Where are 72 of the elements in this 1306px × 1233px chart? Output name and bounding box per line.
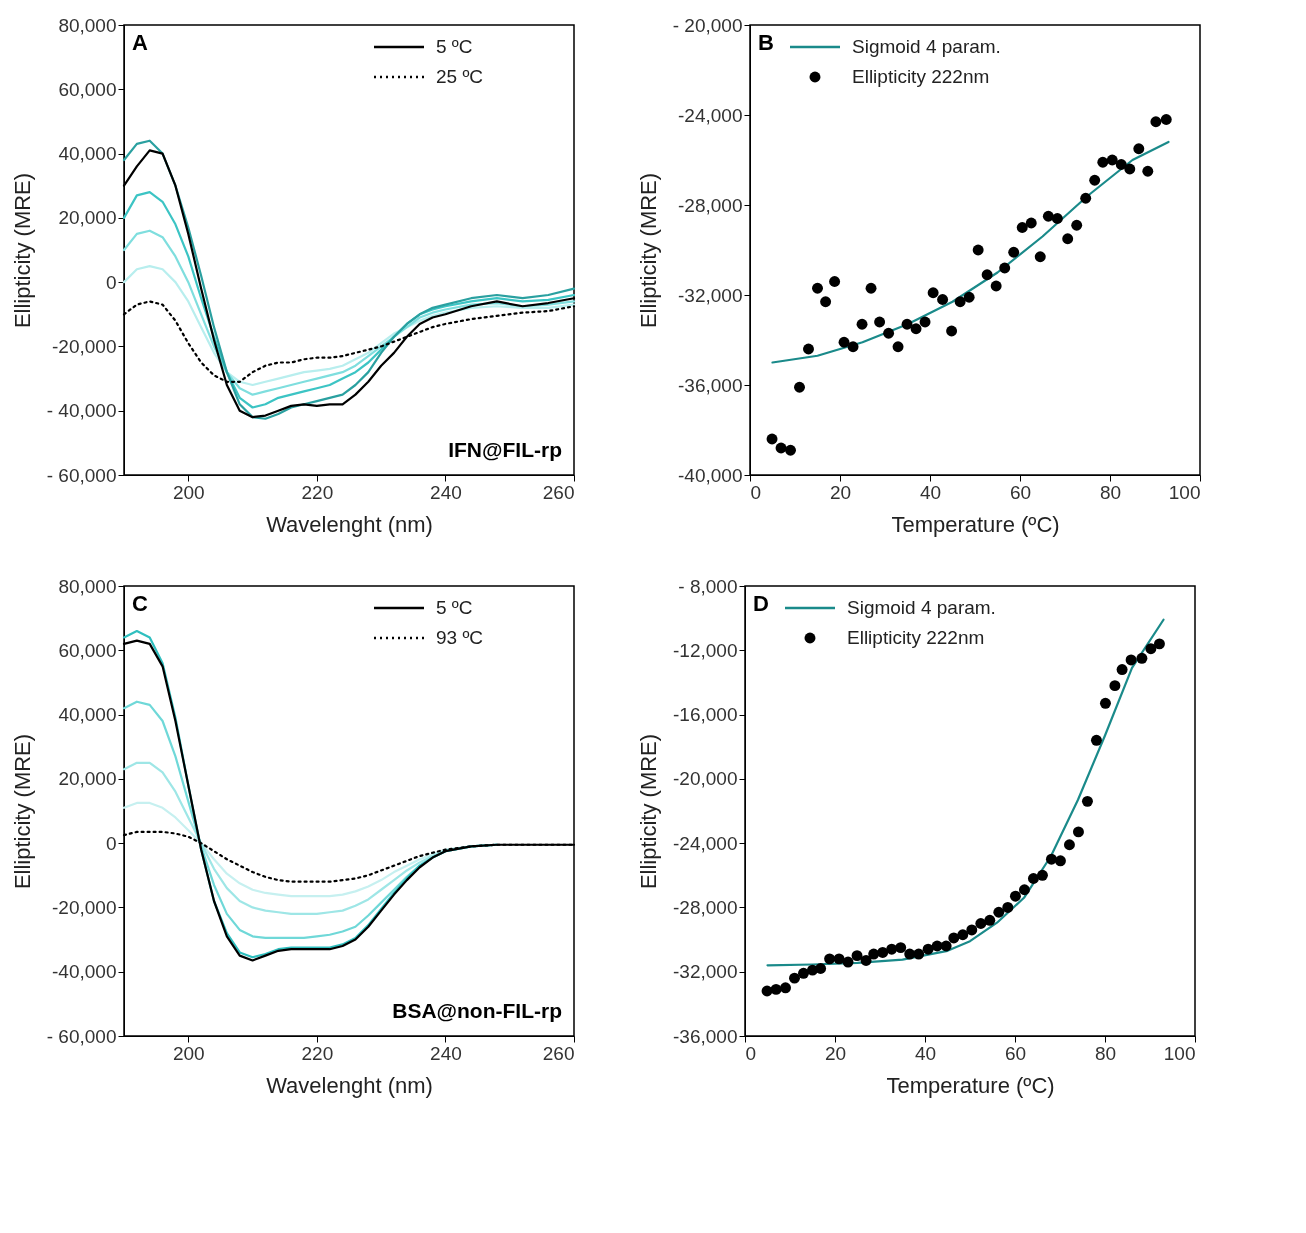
y-tick-label: - 60,000 — [46, 1025, 117, 1047]
y-tick-label: 40,000 — [58, 704, 117, 726]
y-tick-label: -20,000 — [52, 335, 117, 357]
annotation: IFN@FIL-rp — [448, 438, 562, 461]
y-axis-title: Ellipticity (MRE) — [9, 172, 35, 329]
legend-label: Ellipticity 222nm — [847, 627, 985, 648]
y-axis-title: Ellipticity (MRE) — [635, 172, 661, 329]
y-tick-label: - 8,000 — [678, 575, 738, 597]
annotation: A — [132, 30, 148, 55]
y-tick-label: - 20,000 — [672, 14, 743, 36]
legend-label: 25 ºC — [436, 66, 484, 87]
y-tick-label: - 40,000 — [46, 400, 117, 422]
x-tick-label: 80 — [1099, 481, 1122, 503]
x-tick-label: 80 — [1094, 1042, 1117, 1064]
legend-label: 5 ºC — [436, 597, 473, 618]
y-tick-label: 40,000 — [58, 143, 117, 165]
annotation: D — [753, 591, 769, 616]
y-tick-label: 20,000 — [58, 207, 117, 229]
annotation: B — [758, 30, 774, 55]
legend-label: Sigmoid 4 param. — [852, 36, 1001, 57]
x-tick-label: 220 — [301, 481, 334, 503]
x-tick-label: 220 — [301, 1042, 334, 1064]
y-tick-label: -36,000 — [673, 1025, 738, 1047]
y-tick-label: 80,000 — [58, 575, 117, 597]
legend-label: 93 ºC — [436, 627, 484, 648]
y-tick-label: 80,000 — [58, 14, 117, 36]
x-tick-label: 200 — [172, 481, 205, 503]
y-tick-label: 60,000 — [58, 639, 117, 661]
y-tick-label: -24,000 — [673, 832, 738, 854]
y-tick-label: -24,000 — [678, 104, 743, 126]
y-tick-label: -36,000 — [678, 374, 743, 396]
legend-label: Sigmoid 4 param. — [847, 597, 996, 618]
y-tick-label: 60,000 — [58, 78, 117, 100]
y-tick-label: 20,000 — [58, 768, 117, 790]
x-tick-label: 0 — [745, 1042, 757, 1064]
legend-label: Ellipticity 222nm — [852, 66, 990, 87]
y-tick-label: - 60,000 — [46, 464, 117, 486]
y-axis-title: Ellipticity (MRE) — [9, 733, 35, 890]
x-tick-label: 40 — [914, 1042, 937, 1064]
y-tick-label: -40,000 — [52, 961, 117, 983]
y-tick-label: 0 — [105, 832, 117, 854]
x-axis-title: Wavelenght (nm) — [266, 511, 433, 537]
y-tick-label: -32,000 — [678, 284, 743, 306]
x-tick-label: 60 — [1004, 1042, 1027, 1064]
y-axis-title: Ellipticity (MRE) — [636, 733, 662, 890]
x-tick-label: 60 — [1009, 481, 1032, 503]
x-tick-label: 20 — [829, 481, 852, 503]
x-tick-label: 20 — [824, 1042, 847, 1064]
x-tick-label: 260 — [542, 1042, 575, 1064]
x-axis-title: Temperature (ºC) — [891, 511, 1060, 537]
y-tick-label: -16,000 — [673, 704, 738, 726]
x-axis-title: Wavelenght (nm) — [266, 1072, 433, 1098]
x-tick-label: 260 — [542, 481, 575, 503]
y-tick-label: -28,000 — [673, 896, 738, 918]
legend-label: 5 ºC — [436, 36, 473, 57]
annotation: BSA@non-FIL-rp — [392, 999, 562, 1022]
x-tick-label: 200 — [172, 1042, 205, 1064]
x-tick-label: 240 — [430, 481, 462, 503]
y-tick-label: -40,000 — [678, 464, 743, 486]
y-tick-label: -32,000 — [673, 961, 738, 983]
y-tick-label: -12,000 — [673, 639, 738, 661]
x-tick-label: 0 — [750, 481, 762, 503]
y-tick-label: -20,000 — [52, 896, 117, 918]
x-axis-title: Temperature (ºC) — [886, 1072, 1055, 1098]
y-tick-label: -20,000 — [673, 768, 738, 790]
y-tick-label: 0 — [105, 271, 117, 293]
annotation: C — [132, 591, 148, 616]
x-tick-label: 100 — [1168, 481, 1201, 503]
x-tick-label: 100 — [1163, 1042, 1196, 1064]
x-tick-label: 240 — [430, 1042, 462, 1064]
y-tick-label: -28,000 — [678, 194, 743, 216]
x-tick-label: 40 — [919, 481, 942, 503]
